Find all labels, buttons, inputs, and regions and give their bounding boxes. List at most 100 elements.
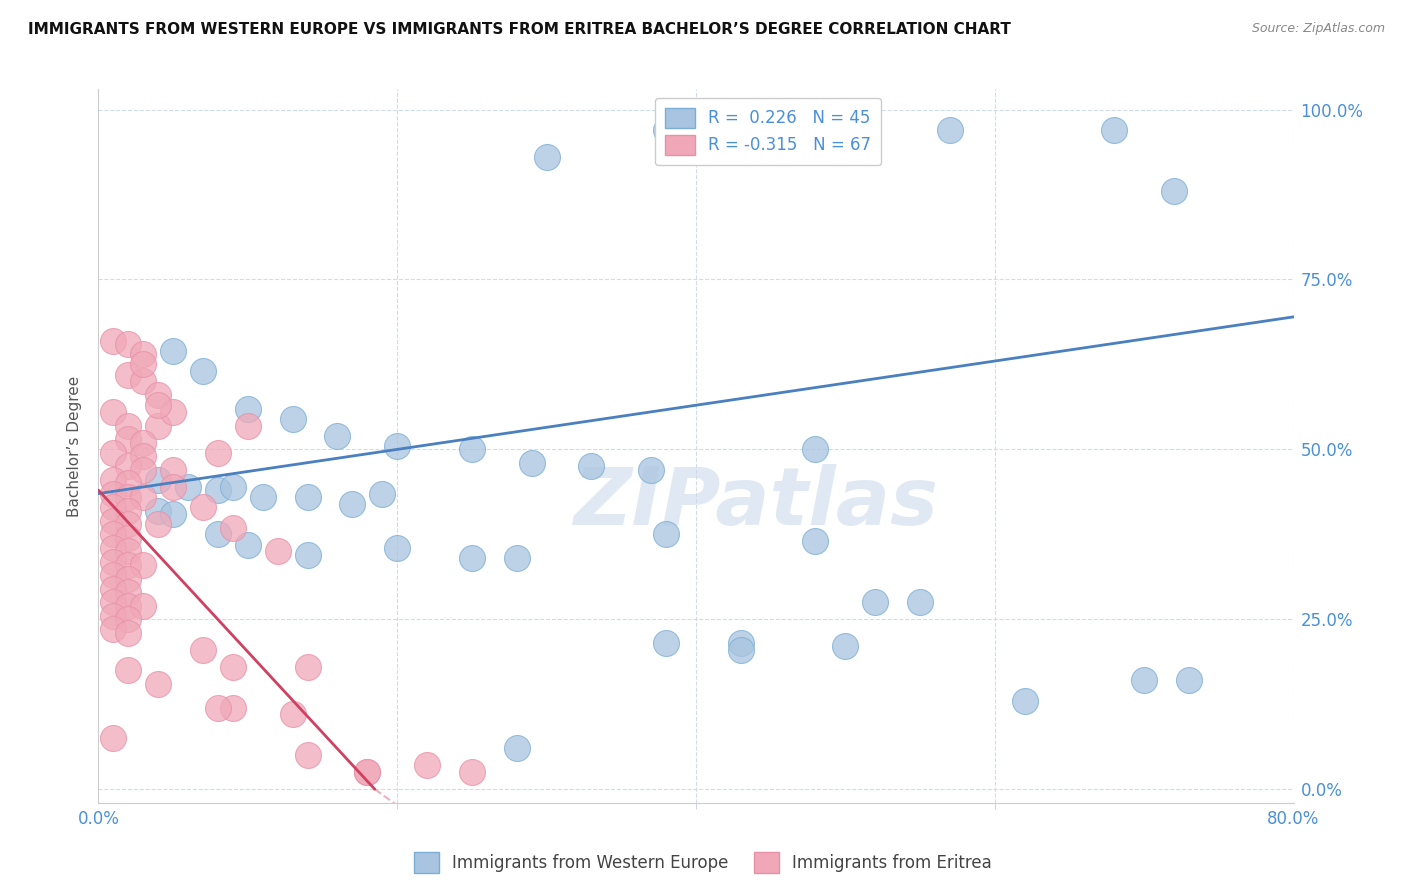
Point [117,476,139,491]
Point [103,500,125,515]
Point [103,514,125,528]
Point [506,551,529,566]
Point [162,405,184,419]
Point [908,595,931,609]
Point [222,520,245,534]
Point [162,343,184,358]
Point [117,544,139,558]
Point [117,599,139,613]
Point [461,551,484,566]
Point [148,418,170,433]
Point [103,541,125,555]
Point [252,490,274,504]
Point [117,368,139,382]
Point [148,388,170,402]
Legend: R =  0.226   N = 45, R = -0.315   N = 67: R = 0.226 N = 45, R = -0.315 N = 67 [655,97,880,165]
Point [103,582,125,596]
Point [132,375,155,389]
Point [371,486,394,500]
Point [103,446,125,460]
Point [103,595,125,609]
Point [148,503,170,517]
Point [103,527,125,541]
Point [162,480,184,494]
Point [117,585,139,599]
Point [148,517,170,532]
Point [1133,673,1156,688]
Point [162,463,184,477]
Point [103,623,125,637]
Point [356,765,378,780]
Point [132,435,155,450]
Point [191,643,214,657]
Point [416,758,439,772]
Point [117,503,139,517]
Point [1014,694,1036,708]
Point [117,612,139,626]
Point [117,626,139,640]
Point [117,418,139,433]
Point [804,534,827,549]
Point [132,599,155,613]
Point [804,442,827,457]
Point [385,541,409,555]
Point [281,707,304,722]
Point [103,608,125,623]
Point [714,123,737,137]
Point [117,663,139,677]
Point [640,463,662,477]
Text: ZIPatlas: ZIPatlas [574,464,938,542]
Point [117,459,139,474]
Point [132,358,155,372]
Point [461,442,484,457]
Point [834,640,856,654]
Point [103,486,125,500]
Point [655,527,678,541]
Point [297,490,319,504]
Point [117,432,139,446]
Point [117,490,139,504]
Point [103,334,125,348]
Point [222,660,245,674]
Point [267,544,290,558]
Point [297,548,319,562]
Point [207,527,229,541]
Point [207,700,229,714]
Point [103,405,125,419]
Point [222,480,245,494]
Point [326,429,349,443]
Point [132,347,155,361]
Point [117,337,139,351]
Point [148,398,170,412]
Point [461,765,484,780]
Point [1178,673,1201,688]
Point [132,449,155,463]
Point [132,490,155,504]
Point [132,463,155,477]
Point [117,517,139,532]
Point [1163,184,1185,198]
Point [148,677,170,691]
Point [222,700,245,714]
Point [581,459,603,474]
Point [103,473,125,487]
Point [536,150,558,164]
Point [520,456,543,470]
Point [117,558,139,572]
Point [191,500,214,515]
Point [236,537,259,551]
Point [939,123,962,137]
Point [655,636,678,650]
Point [342,497,364,511]
Point [865,595,887,609]
Point [297,748,319,763]
Point [207,446,229,460]
Point [297,660,319,674]
Text: Source: ZipAtlas.com: Source: ZipAtlas.com [1251,22,1385,36]
Point [281,412,304,426]
Text: IMMIGRANTS FROM WESTERN EUROPE VS IMMIGRANTS FROM ERITREA BACHELOR’S DEGREE CORR: IMMIGRANTS FROM WESTERN EUROPE VS IMMIGR… [28,22,1011,37]
Point [103,555,125,569]
Point [103,731,125,746]
Point [117,531,139,545]
Point [148,473,170,487]
